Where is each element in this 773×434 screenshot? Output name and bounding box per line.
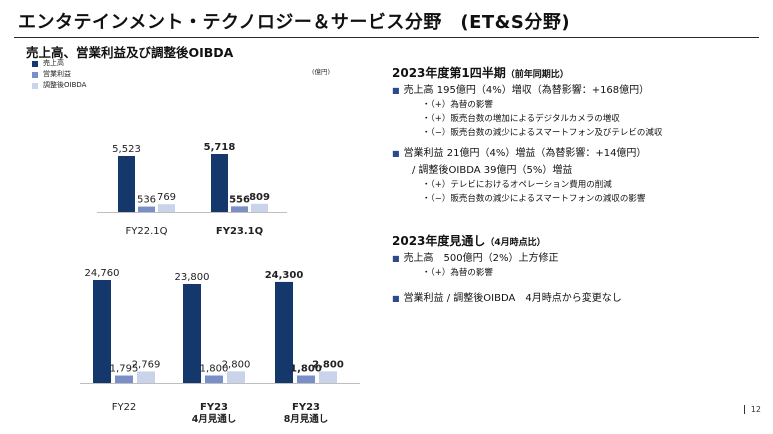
legend-item-operating-income: 営業利益 — [32, 69, 86, 80]
legend-item-sales: 売上高 — [32, 58, 86, 69]
forecast-heading-text: 2023年度見通し — [392, 234, 486, 248]
title-divider — [14, 37, 759, 38]
data-label-oibda-2: 809 — [249, 192, 270, 203]
page-number: 12 — [743, 405, 761, 414]
q1-op-income-line: 営業利益 21億円（4%）増益（為替影響：+14億円） — [403, 148, 647, 159]
q1-sales-sub-3: ・（−）販売台数の減少によるスマートフォン及びテレビの減収 — [422, 128, 663, 138]
bar-op-income-5 — [297, 375, 315, 383]
data-label-op-income-2: 556 — [229, 194, 250, 205]
category-label-1-1: FY22.1Q — [126, 226, 168, 237]
bar-sales-2 — [211, 154, 228, 212]
bullet-square-icon: ■ — [392, 149, 400, 158]
legend-label-operating-income: 営業利益 — [43, 70, 71, 78]
bar-op-income-3 — [115, 375, 133, 383]
q1-bullet-op-income: ■ 営業利益 21億円（4%）増益（為替影響：+14億円） / 調整後OIBDA … — [392, 144, 646, 204]
legend-swatch-sales — [32, 60, 38, 67]
bar-oibda-2 — [251, 203, 268, 212]
q1-heading-sub: （前年同期比） — [505, 70, 569, 80]
forecast-heading-sub: （4月時点比） — [485, 238, 546, 248]
data-label-sales-2: 5,718 — [204, 142, 236, 153]
category-label-4-1: FY23 — [200, 402, 228, 413]
bar-op-income-4 — [205, 375, 223, 383]
category-label-5-1: FY23 — [292, 402, 320, 413]
bar-sales-3 — [93, 280, 111, 383]
bullet-square-icon: ■ — [392, 294, 400, 303]
category-label-2-1: FY23.1Q — [216, 226, 263, 237]
bar-op-income-1 — [138, 206, 155, 212]
data-label-oibda-3: 2,769 — [132, 359, 161, 370]
q1-sales-sub-2: ・（+）販売台数の増加によるデジタルカメラの増収 — [422, 114, 620, 124]
q1-bullet-sales: ■ 売上高 195億円（4%）増収（為替影響：+168億円） ・（+）為替の影響 … — [392, 81, 662, 138]
forecast-bullet-op-income: ■ 営業利益 / 調整後OIBDA 4月時点から変更なし — [392, 289, 622, 304]
q1-heading: 2023年度第1四半期（前年同期比） — [392, 64, 569, 81]
bullet-square-icon: ■ — [392, 254, 400, 263]
forecast-bullet-sales: ■ 売上高 500億円（2%）上方修正 ・（+）為替の影響 — [392, 249, 559, 278]
category-label-4-2: 4月見通し — [192, 414, 237, 425]
category-label-3-1: FY22 — [112, 402, 137, 413]
data-label-op-income-5: 1,800 — [290, 364, 322, 375]
q1-op-income-sub-1: ・（+）テレビにおけるオペレーション費用の削減 — [422, 180, 612, 190]
q1-sales-line: 売上高 195億円（4%）増収（為替影響：+168億円） — [403, 85, 650, 96]
data-label-oibda-4: 2,800 — [222, 359, 251, 370]
bar-oibda-1 — [158, 204, 175, 212]
forecast-op-income-line: 営業利益 / 調整後OIBDA 4月時点から変更なし — [403, 293, 622, 304]
q1-heading-text: 2023年度第1四半期 — [392, 66, 506, 80]
q1-sales-sub-1: ・（+）為替の影響 — [422, 100, 493, 110]
category-label-5-2: 8月見通し — [284, 414, 329, 425]
bar-sales-5 — [275, 281, 293, 383]
bullet-square-icon: ■ — [392, 86, 400, 95]
bar-oibda-5 — [319, 371, 337, 383]
data-label-sales-5: 24,300 — [265, 270, 304, 281]
data-label-sales-3: 24,760 — [85, 268, 120, 279]
legend-swatch-adjusted-oibda — [32, 82, 38, 89]
chart-title: 売上高、営業利益及び調整後OIBDA — [26, 45, 234, 60]
q1-oibda-line: / 調整後OIBDA 39億円（5%）増益 — [412, 165, 573, 176]
q1-op-income-sub-2: ・（−）販売台数の減少によるスマートフォンの減収の影響 — [422, 194, 646, 204]
slide-title: エンタテインメント・テクノロジー＆サービス分野 (ET&S分野) — [18, 12, 571, 33]
legend-label-adjusted-oibda: 調整後OIBDA — [43, 81, 87, 89]
chart-unit-label: (億円) — [312, 68, 331, 76]
bar-sales-4 — [183, 283, 201, 383]
data-label-oibda-5: 2,800 — [312, 359, 344, 370]
data-label-sales-1: 5,523 — [112, 144, 141, 155]
data-label-op-income-1: 536 — [137, 195, 156, 206]
legend-item-adjusted-oibda: 調整後OIBDA — [32, 80, 86, 91]
legend-label-sales: 売上高 — [43, 59, 64, 67]
bar-oibda-4 — [227, 371, 245, 383]
forecast-sales-line: 売上高 500億円（2%）上方修正 — [403, 253, 559, 264]
data-label-sales-4: 23,800 — [175, 272, 210, 283]
forecast-heading: 2023年度見通し（4月時点比） — [392, 232, 546, 249]
chart-legend: 売上高 営業利益 調整後OIBDA — [32, 58, 86, 91]
data-label-op-income-4: 1,800 — [200, 364, 229, 375]
bar-sales-1 — [118, 155, 135, 212]
bar-op-income-2 — [231, 206, 248, 212]
legend-swatch-operating-income — [32, 71, 38, 78]
data-label-oibda-1: 769 — [157, 192, 176, 203]
data-label-op-income-3: 1,795 — [110, 364, 139, 375]
bar-oibda-3 — [137, 371, 155, 383]
forecast-sales-sub-1: ・（+）為替の影響 — [422, 268, 493, 278]
